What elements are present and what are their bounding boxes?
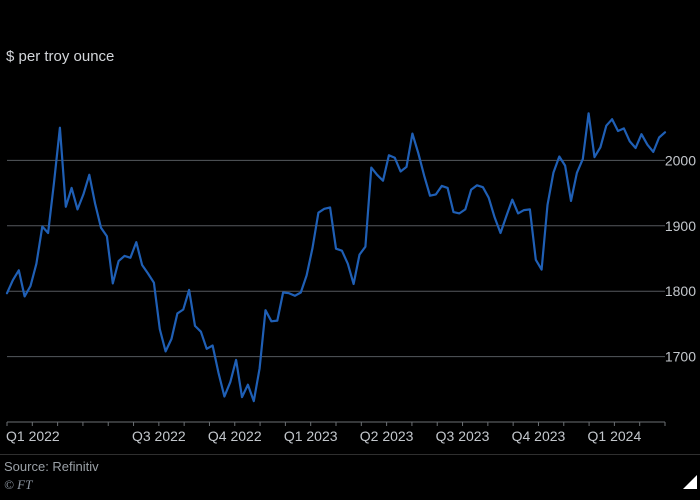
y-axis-tick-label: 1800 <box>665 283 696 299</box>
ft-credit: © FT <box>4 477 33 492</box>
gold-price-chart: 1700 1800 1900 2000 Q1 2022 Q3 2022 Q4 2022 Q1 … <box>5 112 696 444</box>
x-axis-tick-label: Q1 2024 <box>588 428 642 444</box>
y-axis-tick-label: 1900 <box>665 218 696 234</box>
x-axis-tick-label: Q4 2022 <box>208 428 262 444</box>
y-axis-tick-label: 2000 <box>665 152 696 168</box>
x-axis-tick-label: Q4 2023 <box>512 428 566 444</box>
x-axis-tick-label: Q2 2023 <box>360 428 414 444</box>
x-axis-tick-label: Q1 2023 <box>284 428 338 444</box>
source-label: Source: Refinitiv <box>4 459 99 474</box>
footer-divider <box>0 454 700 455</box>
x-axis-tick-label: Q3 2023 <box>436 428 490 444</box>
corner-resize-triangle <box>683 475 697 489</box>
x-axis-tick-label: Q1 2022 <box>6 428 60 444</box>
chart-subtitle: $ per troy ounce <box>6 48 115 65</box>
y-axis-tick-label: 1700 <box>665 349 696 365</box>
gold-price-line <box>5 112 667 403</box>
x-axis-tick-label: Q3 2022 <box>132 428 186 444</box>
